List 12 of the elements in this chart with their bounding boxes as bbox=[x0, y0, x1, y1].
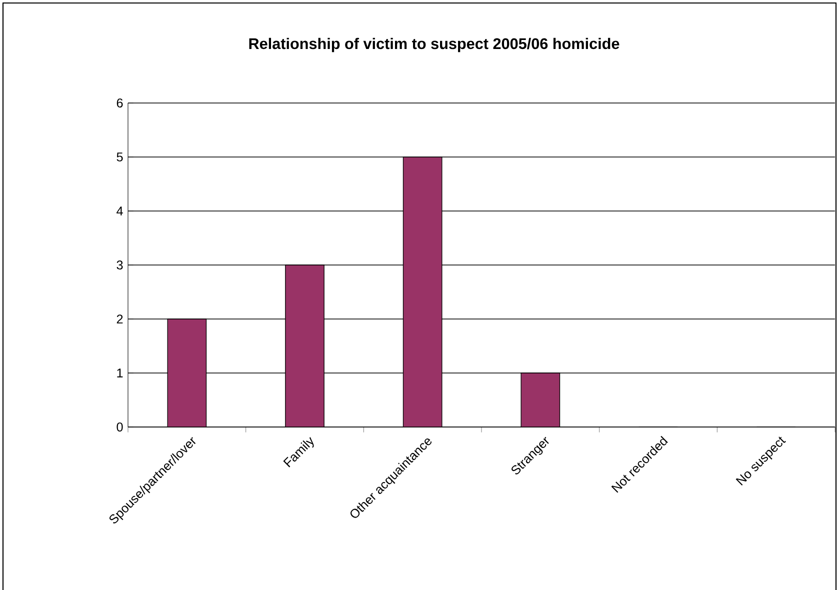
y-tick-label: 2 bbox=[116, 314, 123, 324]
y-tick-label: 3 bbox=[116, 260, 123, 270]
chart-title: Relationship of victim to suspect 2005/06 homicide bbox=[249, 38, 620, 52]
y-tick-label: 6 bbox=[116, 98, 123, 108]
bar bbox=[402, 156, 442, 427]
bar bbox=[285, 264, 324, 427]
y-tick-label: 5 bbox=[116, 152, 123, 162]
y-tick-label: 1 bbox=[117, 368, 123, 378]
y-tick-label: 4 bbox=[116, 206, 123, 216]
y-tick-label: 0 bbox=[116, 422, 123, 432]
bar bbox=[167, 318, 207, 427]
bar bbox=[520, 372, 560, 427]
